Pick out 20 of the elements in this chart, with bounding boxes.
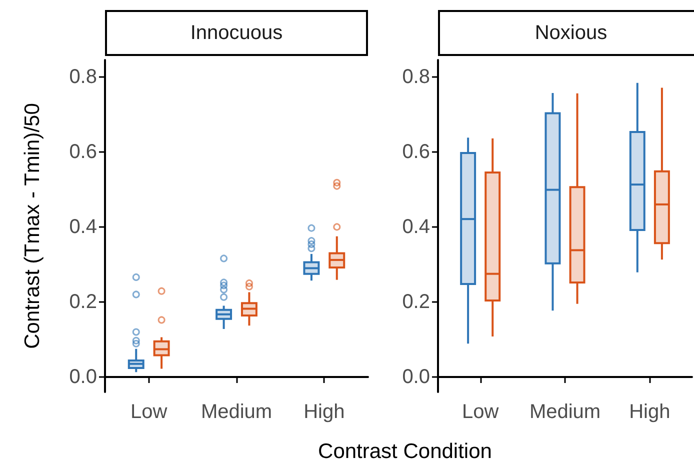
- x-tick-label: Low: [462, 401, 500, 423]
- x-tick-label: Low: [130, 401, 168, 423]
- x-tick-label: High: [304, 401, 345, 423]
- x-tick-label: Medium: [529, 401, 601, 423]
- x-tick-label: High: [629, 401, 670, 423]
- chart-title: Noxious: [534, 22, 608, 44]
- y-tick-label: 0.4: [69, 216, 97, 238]
- y-tick-label: 0.4: [402, 216, 430, 238]
- y-tick-label: 0.8: [402, 66, 430, 88]
- y-tick-label: 0.6: [69, 140, 97, 163]
- x-axis-title: Contrast Condition: [318, 440, 492, 463]
- y-tick-label: 0.8: [69, 66, 97, 88]
- x-tick-label: Medium: [200, 401, 272, 423]
- y-tick-label: 0.2: [69, 290, 97, 313]
- y-tick-label: 0.2: [402, 290, 430, 313]
- y-axis-title: Contrast (Tmax - Tmin)/50: [21, 103, 44, 349]
- y-tick-label: 0.0: [402, 366, 430, 388]
- y-tick-label: 0.0: [69, 366, 97, 388]
- y-tick-label: 0.6: [402, 140, 430, 163]
- chart-title: Innocuous: [190, 22, 283, 44]
